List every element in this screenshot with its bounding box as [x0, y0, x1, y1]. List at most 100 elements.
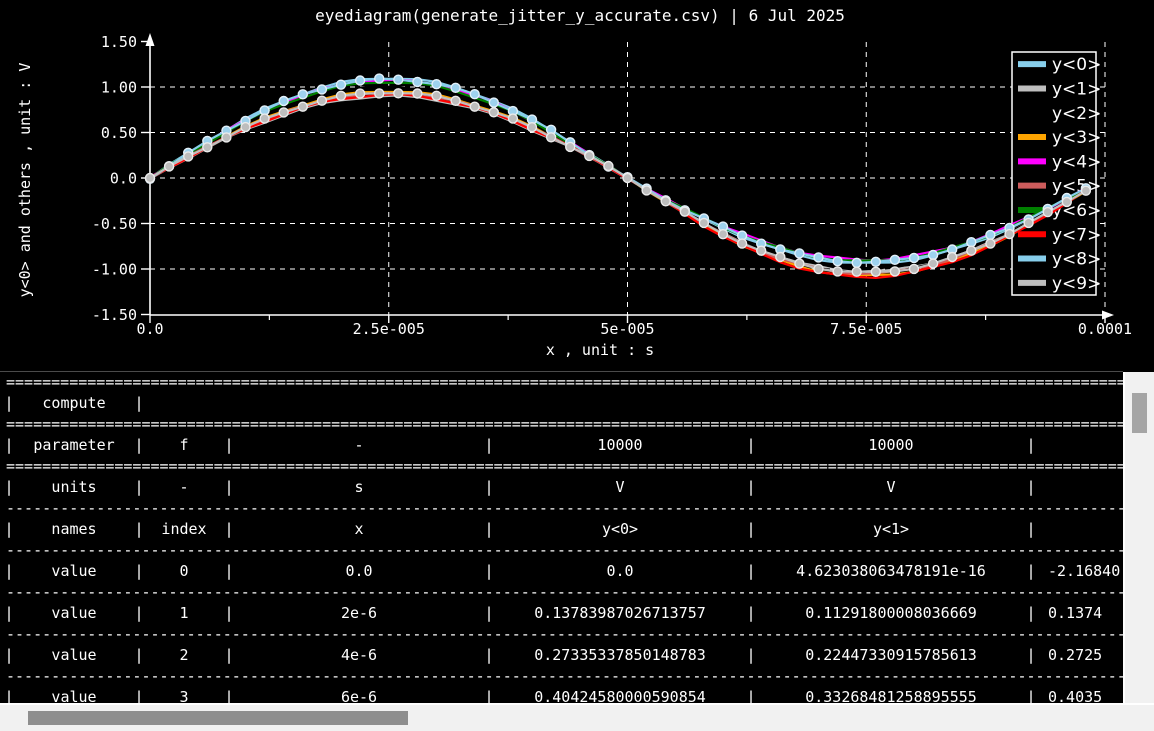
series-marker-9: [833, 267, 842, 276]
x-axis-label: x , unit : s: [546, 341, 654, 359]
series-marker-9: [642, 186, 651, 195]
series-marker-9: [394, 89, 403, 98]
table-cell: x: [234, 520, 484, 538]
table-row: |value|0|0.0|0.0|4.623038063478191e-16|-…: [4, 556, 1123, 586]
series-marker-9: [298, 102, 307, 111]
series-marker-8: [451, 83, 460, 92]
x-tick-label: 5e-005: [600, 320, 654, 338]
table-cell: 0.22447330915785613: [756, 646, 1026, 664]
table-row: |parameter|f|-|10000|10000|: [4, 430, 1123, 460]
series-marker-9: [146, 174, 155, 183]
table-cell: value: [14, 562, 134, 580]
horizontal-scrollbar[interactable]: [0, 703, 1154, 731]
table-pipe: |: [746, 520, 756, 538]
eye-diagram-chart: eyediagram(generate_jitter_y_accurate.cs…: [0, 0, 1154, 372]
series-marker-8: [986, 230, 995, 239]
series-marker-9: [451, 96, 460, 105]
series-marker-8: [910, 253, 919, 262]
plot-panel: eyediagram(generate_jitter_y_accurate.cs…: [0, 0, 1154, 372]
vertical-scrollbar-thumb[interactable]: [1132, 393, 1147, 433]
table-pipe: |: [1026, 646, 1036, 664]
series-marker-8: [337, 80, 346, 89]
table-pipe: |: [4, 646, 14, 664]
table-pipe: |: [746, 436, 756, 454]
table-separator-dashed: ----------------------------------------…: [6, 670, 1123, 682]
series-marker-9: [604, 162, 613, 171]
table-cell: y<0>: [494, 520, 746, 538]
y-tick-label: -0.50: [92, 215, 137, 233]
table-cell: names: [14, 520, 134, 538]
table-cell: 10000: [756, 436, 1026, 454]
table-pipe: |: [134, 646, 144, 664]
series-marker-8: [394, 75, 403, 84]
legend-label-8: y<8>: [1052, 250, 1101, 270]
table-row: |units|-|s|V|V|: [4, 472, 1123, 502]
x-tick-label: 0.0: [136, 320, 163, 338]
series-line-8: [150, 79, 1086, 263]
table-pipe: |: [484, 562, 494, 580]
ascii-data-table: ========================================…: [0, 372, 1123, 705]
table-row: |compute|: [4, 388, 1123, 418]
table-pipe: |: [134, 478, 144, 496]
table-pipe: |: [134, 562, 144, 580]
series-marker-9: [738, 239, 747, 248]
table-cell: 0.27335337850148783: [494, 646, 746, 664]
table-cell: f: [144, 436, 224, 454]
table-pipe: |: [134, 520, 144, 538]
series-marker-9: [852, 267, 861, 276]
table-cell: 1: [144, 604, 224, 622]
vertical-scrollbar[interactable]: [1123, 372, 1154, 705]
series-marker-9: [356, 89, 365, 98]
table-pipe: |: [484, 436, 494, 454]
legend-label-7: y<7>: [1052, 225, 1101, 245]
y-axis-label: y<0> and others , unit : V: [16, 63, 34, 298]
table-pipe: |: [224, 436, 234, 454]
table-pipe: |: [746, 478, 756, 496]
series-marker-9: [222, 133, 231, 142]
x-axis-arrow-icon: [1102, 311, 1114, 320]
series-marker-9: [1005, 230, 1014, 239]
legend-label-1: y<1>: [1052, 79, 1101, 99]
legend-label-4: y<4>: [1052, 152, 1101, 172]
series-marker-9: [241, 123, 250, 132]
series-marker-9: [757, 246, 766, 255]
series-marker-9: [508, 114, 517, 123]
y-axis-arrow-icon: [146, 33, 155, 46]
series-marker-8: [470, 90, 479, 99]
series-marker-8: [833, 257, 842, 266]
series-marker-9: [528, 123, 537, 132]
series-marker-9: [547, 133, 556, 142]
table-cell: -: [234, 436, 484, 454]
table-separator-dashed: ----------------------------------------…: [6, 544, 1123, 556]
table-row: |value|2|4e-6|0.27335337850148783|0.2244…: [4, 640, 1123, 670]
table-pipe: |: [4, 394, 14, 412]
series-marker-9: [1043, 208, 1052, 217]
series-marker-9: [1062, 197, 1071, 206]
table-pipe: |: [746, 604, 756, 622]
table-pipe: |: [1026, 436, 1036, 454]
series-line-3: [150, 92, 1086, 275]
series-marker-9: [375, 89, 384, 98]
series-marker-9: [1024, 218, 1033, 227]
series-marker-8: [871, 257, 880, 266]
series-marker-8: [890, 255, 899, 264]
table-row: |names|index|x|y<0>|y<1>|: [4, 514, 1123, 544]
series-line-1: [150, 95, 1086, 271]
x-tick-label: 7.5e-005: [830, 320, 902, 338]
table-cell: V: [756, 478, 1026, 496]
series-marker-9: [986, 239, 995, 248]
table-cell: 2e-6: [234, 604, 484, 622]
table-pipe: |: [746, 646, 756, 664]
series-marker-9: [260, 114, 269, 123]
legend-label-2: y<2>: [1052, 104, 1101, 124]
series-marker-9: [566, 142, 575, 151]
horizontal-scrollbar-thumb[interactable]: [28, 711, 408, 725]
series-marker-9: [470, 102, 479, 111]
series-line-5: [150, 93, 1086, 275]
series-line-9: [150, 93, 1086, 271]
table-pipe: |: [134, 604, 144, 622]
series-marker-8: [375, 74, 384, 83]
table-cell: V: [494, 478, 746, 496]
table-pipe: |: [4, 520, 14, 538]
application-window: eyediagram(generate_jitter_y_accurate.cs…: [0, 0, 1154, 731]
